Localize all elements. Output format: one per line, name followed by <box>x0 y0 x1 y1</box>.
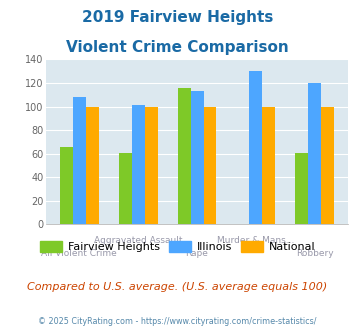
Bar <box>203 107 217 224</box>
Bar <box>86 107 99 224</box>
Text: All Violent Crime: All Violent Crime <box>42 249 117 258</box>
Bar <box>308 83 321 224</box>
Text: Compared to U.S. average. (U.S. average equals 100): Compared to U.S. average. (U.S. average … <box>27 282 328 292</box>
Text: Aggravated Assault: Aggravated Assault <box>94 236 182 245</box>
Bar <box>73 97 86 224</box>
Bar <box>178 88 191 224</box>
Bar <box>119 152 132 224</box>
Text: 2019 Fairview Heights: 2019 Fairview Heights <box>82 10 273 25</box>
Bar <box>250 71 262 224</box>
Bar <box>60 147 73 224</box>
Bar <box>321 107 334 224</box>
Text: Murder & Mans...: Murder & Mans... <box>217 236 295 245</box>
Text: Rape: Rape <box>186 249 208 258</box>
Text: Violent Crime Comparison: Violent Crime Comparison <box>66 40 289 54</box>
Text: Robbery: Robbery <box>296 249 334 258</box>
Text: © 2025 CityRating.com - https://www.cityrating.com/crime-statistics/: © 2025 CityRating.com - https://www.city… <box>38 317 317 326</box>
Bar <box>295 152 308 224</box>
Bar <box>262 107 275 224</box>
Bar <box>144 107 158 224</box>
Legend: Fairview Heights, Illinois, National: Fairview Heights, Illinois, National <box>36 237 320 257</box>
Bar <box>191 91 203 224</box>
Bar <box>132 105 144 224</box>
